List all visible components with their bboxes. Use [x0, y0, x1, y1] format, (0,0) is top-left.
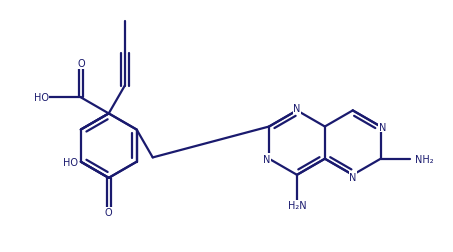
Text: N: N: [293, 104, 301, 114]
Text: N: N: [263, 154, 271, 164]
Text: HO: HO: [34, 93, 48, 103]
Text: N: N: [349, 172, 357, 182]
Text: O: O: [105, 207, 112, 217]
Text: N: N: [379, 122, 386, 132]
Text: NH₂: NH₂: [414, 154, 434, 164]
Text: O: O: [77, 59, 85, 69]
Text: HO: HO: [63, 157, 78, 167]
Text: H₂N: H₂N: [288, 200, 306, 210]
